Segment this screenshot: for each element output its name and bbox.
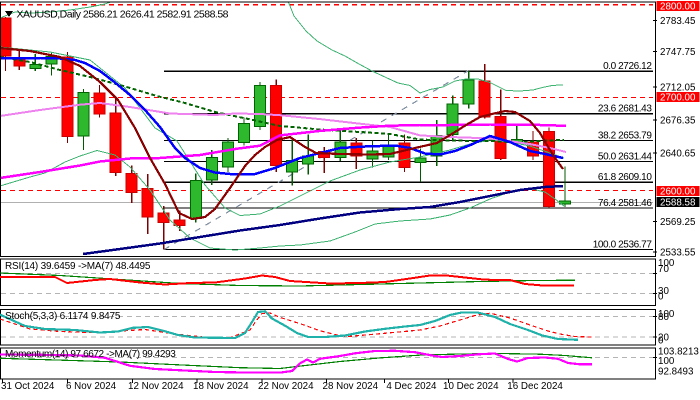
svg-text:RSI(14) 39.6459 ->MA(7) 48.44: RSI(14) 39.6459 ->MA(7) 48.4495	[5, 261, 151, 272]
svg-text:2640.65: 2640.65	[660, 149, 696, 160]
svg-text:20: 20	[658, 333, 669, 344]
svg-text:31 Oct 2024: 31 Oct 2024	[1, 381, 55, 392]
svg-text:2700.00: 2700.00	[660, 93, 696, 104]
svg-text:0: 0	[658, 336, 664, 347]
svg-text:2588.58: 2588.58	[660, 198, 696, 209]
svg-text:28 Nov 2024: 28 Nov 2024	[323, 381, 379, 392]
svg-text:100: 100	[658, 356, 675, 367]
svg-text:23.6 2681.43: 23.6 2681.43	[598, 104, 652, 115]
svg-text:22 Nov 2024: 22 Nov 2024	[258, 381, 314, 392]
svg-text:50.0 2631.44: 50.0 2631.44	[598, 151, 652, 162]
svg-text:100: 100	[658, 258, 675, 269]
svg-text:10 Dec 2024: 10 Dec 2024	[443, 381, 499, 392]
svg-text:16 Dec 2024: 16 Dec 2024	[507, 381, 563, 392]
svg-text:18 Nov 2024: 18 Nov 2024	[193, 381, 249, 392]
svg-text:6 Nov 2024: 6 Nov 2024	[66, 381, 117, 392]
svg-text:XAUUSD,Daily 2586.21 2626.41: XAUUSD,Daily 2586.21 2626.41 2582.91 258…	[17, 9, 229, 21]
svg-text:61.8 2609.10: 61.8 2609.10	[598, 172, 652, 183]
svg-text:2747.75: 2747.75	[660, 47, 696, 58]
svg-text:2533.55: 2533.55	[660, 247, 696, 258]
svg-text:2600.00: 2600.00	[660, 187, 696, 198]
svg-text:4 Dec 2024: 4 Dec 2024	[386, 381, 437, 392]
svg-text:2712.05: 2712.05	[660, 83, 696, 94]
svg-text:38.2 2653.79: 38.2 2653.79	[598, 130, 652, 141]
svg-text:0: 0	[658, 292, 664, 303]
svg-text:2800.00: 2800.00	[660, 1, 696, 12]
svg-text:80: 80	[658, 312, 669, 323]
svg-text:103.8213: 103.8213	[658, 347, 699, 358]
svg-text:Stoch(5,3,3) 6.1174 9.8475: Stoch(5,3,3) 6.1174 9.8475	[5, 311, 121, 322]
svg-text:30: 30	[658, 286, 669, 297]
svg-text:0.0 2726.12: 0.0 2726.12	[603, 61, 652, 72]
svg-text:92.8493: 92.8493	[658, 367, 694, 378]
svg-text:12 Nov 2024: 12 Nov 2024	[128, 381, 184, 392]
svg-text:Momentum(14) 97.6672 ->MA(7): Momentum(14) 97.6672 ->MA(7) 99.4293	[5, 349, 176, 360]
svg-text:70: 70	[658, 264, 669, 275]
svg-text:100: 100	[658, 309, 675, 320]
svg-text:2569.25: 2569.25	[660, 217, 696, 228]
svg-text:2676.35: 2676.35	[660, 115, 696, 126]
svg-text:100.0 2536.77: 100.0 2536.77	[593, 239, 653, 250]
svg-text:76.4 2581.46: 76.4 2581.46	[598, 198, 652, 209]
svg-text:2783.45: 2783.45	[660, 16, 696, 27]
